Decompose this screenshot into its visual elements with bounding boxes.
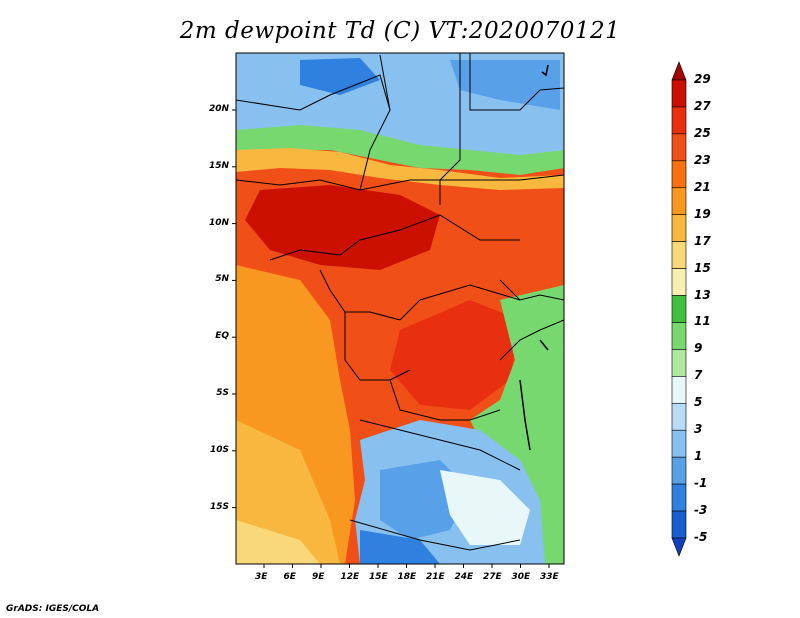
- lon-ticks: [263, 564, 550, 568]
- lon-label: 6E: [283, 572, 296, 582]
- lon-label: 18E: [397, 572, 417, 582]
- colorbar-box: [671, 295, 687, 323]
- region-east-africa: [470, 285, 564, 564]
- colorbar-box: [671, 268, 687, 296]
- lon-label: 9E: [312, 572, 325, 582]
- lon-label: 33E: [540, 572, 559, 582]
- colorbar-label: 29: [694, 72, 711, 86]
- colorbar-box: [671, 402, 687, 431]
- colorbar-box: [671, 79, 687, 108]
- colorbar-box: [671, 483, 687, 512]
- colorbar-box: [671, 510, 687, 539]
- colorbar-box: [671, 61, 687, 81]
- colorbar-label: 3: [694, 422, 703, 437]
- colorbar-box: [671, 349, 687, 377]
- grads-credit: GrADS: IGES/COLA: [6, 604, 100, 614]
- region-atlantic-far-south: [236, 520, 320, 564]
- colorbar-label: 15: [694, 260, 711, 275]
- lon-label: 15E: [369, 572, 388, 582]
- lat-label: 20N: [208, 104, 229, 114]
- region-sahara-dark: [300, 58, 380, 95]
- region-core-west: [245, 185, 440, 270]
- colorbar-box: [671, 133, 687, 162]
- lat-label: 10N: [208, 217, 229, 228]
- region-atlantic-south: [236, 420, 340, 564]
- colorbar-label: 17: [694, 233, 711, 248]
- colorbar-box: [671, 160, 687, 189]
- lat-label: 10S: [209, 444, 229, 455]
- colorbar-label: 19: [694, 206, 711, 221]
- lon-label: 24E: [454, 572, 474, 582]
- lon-label: 27E: [483, 572, 502, 582]
- colorbar-label: -5: [694, 530, 708, 544]
- colorbar-label: 23: [694, 152, 711, 167]
- lon-label: 3E: [255, 572, 268, 582]
- colorbar-box: [671, 429, 687, 458]
- map-field: [236, 53, 564, 564]
- colorbar-boxes: [671, 61, 687, 557]
- region-zambia-light: [440, 470, 530, 545]
- colorbar-label: 21: [694, 179, 711, 194]
- colorbar-label: 13: [694, 287, 711, 302]
- lon-label: 30E: [511, 572, 531, 582]
- colorbar-box: [671, 106, 687, 135]
- region-core-congo: [390, 300, 520, 410]
- map-frame: [235, 52, 565, 565]
- country-borders: [236, 53, 564, 551]
- colorbar-box: [671, 376, 687, 404]
- lake-outlines: [519, 64, 549, 451]
- colorbar-box: [671, 187, 687, 216]
- lon-label: 12E: [340, 572, 360, 582]
- region-namibia-dark: [360, 530, 440, 564]
- colorbar-label: -3: [694, 503, 708, 518]
- lon-label: 21E: [426, 572, 445, 582]
- colorbar-box: [671, 241, 687, 269]
- lat-label: EQ: [215, 331, 229, 342]
- colorbar-box: [671, 456, 687, 485]
- lat-label: 15S: [209, 501, 229, 512]
- lat-ticks: [232, 109, 236, 509]
- lat-label: 5N: [215, 274, 229, 285]
- colorbar-box: [671, 537, 687, 557]
- colorbar-label: 27: [694, 98, 711, 113]
- colorbar-label: 25: [694, 125, 711, 140]
- colorbar-label: 11: [694, 314, 711, 329]
- colorbar-label: 1: [694, 449, 703, 464]
- colorbar-label: 5: [694, 395, 703, 410]
- colorbar-box: [671, 214, 687, 242]
- map-title: 2m dewpoint Td (C) VT:2020070121: [179, 18, 621, 44]
- colorbar-label: 9: [694, 341, 703, 356]
- lat-label: 5S: [216, 388, 229, 398]
- colorbar-box: [671, 322, 687, 350]
- colorbar-label: -1: [694, 476, 708, 491]
- lat-label: 15N: [208, 160, 229, 171]
- colorbar-label: 7: [694, 368, 703, 383]
- region-sahel: [236, 125, 564, 175]
